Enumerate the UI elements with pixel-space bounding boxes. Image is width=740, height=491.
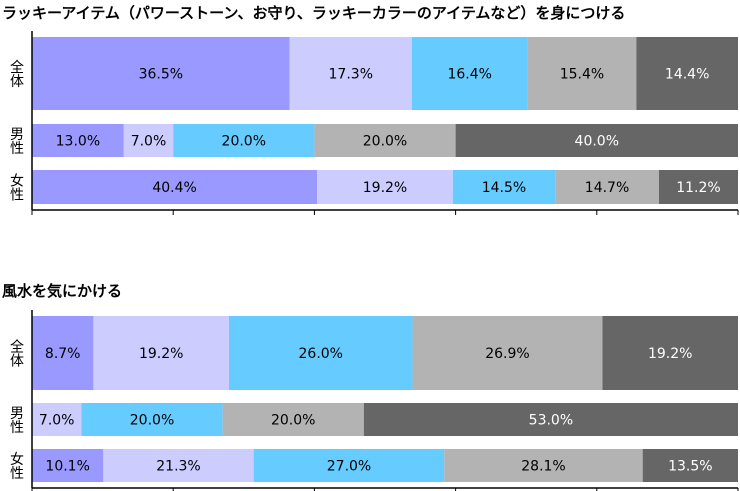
bar-segment [289, 37, 412, 110]
bar-segment [455, 124, 738, 157]
value-label: 13.5% [668, 459, 712, 475]
category-label: 全体 [8, 338, 24, 367]
value-label: 26.9% [485, 346, 529, 362]
value-label: 20.0% [222, 134, 266, 150]
value-label: 11.2% [676, 180, 720, 196]
bar-segment [81, 403, 223, 436]
bar-segment [642, 449, 738, 482]
value-label: 17.3% [329, 67, 373, 83]
value-label: 7.0% [39, 413, 75, 429]
value-label: 28.1% [521, 459, 565, 475]
bar-segment [93, 316, 229, 390]
category-label: 男性 [8, 127, 24, 155]
chart-title: 風水を気にかける [2, 282, 122, 300]
bar-segment [32, 449, 104, 482]
value-label: 20.0% [130, 413, 174, 429]
bar-segment [123, 124, 174, 157]
bar-segment [32, 170, 318, 204]
bar-segment [222, 403, 364, 436]
value-label: 19.2% [139, 346, 183, 362]
bar-segment [32, 403, 82, 436]
bar-segment [173, 124, 315, 157]
value-label: 20.0% [363, 134, 407, 150]
category-label: 女性 [8, 172, 24, 201]
value-label: 13.0% [56, 134, 100, 150]
value-label: 53.0% [529, 413, 573, 429]
bar-segment [32, 37, 290, 110]
value-label: 40.4% [152, 180, 196, 196]
bar-segment [363, 403, 738, 436]
bar-segment [314, 124, 456, 157]
value-label: 8.7% [45, 346, 81, 362]
bar-segment [103, 449, 254, 482]
value-label: 20.0% [271, 413, 315, 429]
category-label: 男性 [8, 406, 24, 434]
value-label: 36.5% [139, 67, 183, 83]
bar-segment [228, 316, 413, 390]
value-label: 16.4% [447, 67, 491, 83]
value-label: 21.3% [156, 459, 200, 475]
value-label: 10.1% [45, 459, 89, 475]
value-label: 14.5% [482, 180, 526, 196]
value-label: 14.4% [665, 67, 709, 83]
value-label: 27.0% [327, 459, 371, 475]
bar-segment [527, 37, 637, 110]
bar-segment [602, 316, 738, 390]
bar-segment [452, 170, 556, 204]
value-label: 19.2% [363, 180, 407, 196]
bar-segment [317, 170, 453, 204]
value-label: 40.0% [575, 134, 619, 150]
bar-segment [32, 124, 124, 157]
value-label: 26.0% [299, 346, 343, 362]
bar-segment [555, 170, 659, 204]
bar-segment [411, 37, 528, 110]
value-label: 14.7% [585, 180, 629, 196]
bar-segment [32, 316, 94, 390]
bar-segment [636, 37, 738, 110]
value-label: 15.4% [560, 67, 604, 83]
bar-segment [658, 170, 738, 204]
value-label: 19.2% [648, 346, 692, 362]
value-label: 7.0% [131, 134, 167, 150]
category-label: 女性 [8, 451, 24, 480]
bar-segment [412, 316, 603, 390]
chart-title: ラッキーアイテム（パワーストーン、お守り、ラッキーカラーのアイテムなど）を身につ… [2, 4, 625, 22]
bar-segment [444, 449, 643, 482]
category-label: 全体 [8, 59, 24, 88]
bar-segment [253, 449, 445, 482]
